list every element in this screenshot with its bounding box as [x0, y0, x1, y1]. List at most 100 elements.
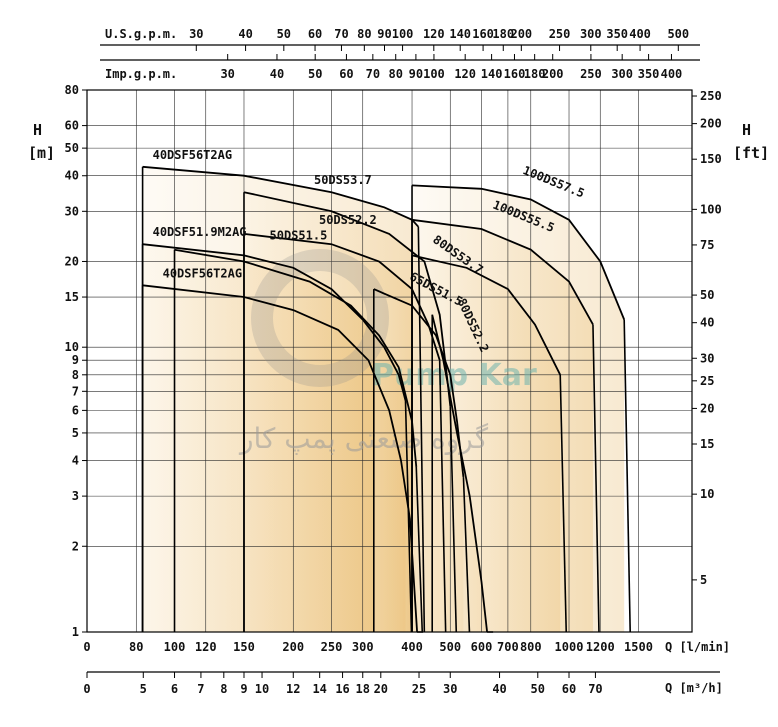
curve-end-edge: [438, 360, 447, 633]
h-left-unit: [m]: [28, 144, 55, 162]
curve-line: [431, 314, 488, 633]
x-impgpm-tick: 400: [661, 67, 683, 81]
x-m3h-tick: 14: [312, 682, 326, 696]
x-impgpm-tick: 300: [611, 67, 633, 81]
x-m3h-tick: 60: [562, 682, 576, 696]
x-m3h-tick: 8: [220, 682, 227, 696]
q-lmin-label: Q [l/min]: [665, 640, 730, 654]
x-lmin-tick: 1500: [624, 640, 653, 654]
x-impgpm-tick: 90: [409, 67, 423, 81]
y-left-tick: 20: [65, 254, 79, 268]
x-m3h-tick: 18: [356, 682, 370, 696]
curve-line: [142, 284, 418, 633]
x-impgpm-tick: 80: [388, 67, 402, 81]
curve-label: 40DSF51.9M2AG: [153, 225, 247, 239]
x-impgpm-tick: 70: [366, 67, 380, 81]
y-right-tick: 40: [700, 316, 714, 330]
curve-label: 50DS53.7: [314, 173, 372, 187]
x-usgpm-tick: 160: [472, 27, 494, 41]
curve-end-edge: [449, 406, 458, 633]
curve-end-edge: [417, 226, 426, 633]
x-lmin-tick: 700: [497, 640, 519, 654]
curve-end-edge: [592, 324, 600, 633]
y-left-tick: 2: [72, 539, 79, 553]
x-m3h-tick: 0: [83, 682, 90, 696]
x-lmin-tick: 0: [83, 640, 90, 654]
curve-line: [411, 254, 562, 376]
x-usgpm-tick: 50: [277, 27, 291, 41]
tick-labels: 1234567891015203040506080510152025304050…: [65, 27, 722, 696]
h-left-label: H: [33, 121, 42, 139]
curve-line: [373, 288, 465, 478]
x-lmin-tick: 250: [321, 640, 343, 654]
h-right-label: H: [742, 121, 751, 139]
x-lmin-tick: 200: [282, 640, 304, 654]
curve-end-edge: [559, 374, 568, 633]
x-lmin-tick: 800: [520, 640, 542, 654]
x-impgpm-tick: 180: [524, 67, 546, 81]
impgpm-label: Imp.g.p.m.: [105, 67, 177, 81]
x-m3h-tick: 40: [492, 682, 506, 696]
y-right-tick: 20: [700, 401, 714, 415]
curve-band: [142, 285, 418, 632]
x-lmin-tick: 80: [129, 640, 143, 654]
x-impgpm-tick: 60: [339, 67, 353, 81]
curve-label: 40DSF56T2AG: [153, 148, 232, 162]
x-m3h-tick: 20: [374, 682, 388, 696]
x-m3h-tick: 10: [255, 682, 269, 696]
y-right-tick: 75: [700, 238, 714, 252]
y-left-tick: 1: [72, 625, 79, 639]
x-usgpm-tick: 70: [334, 27, 348, 41]
x-lmin-tick: 600: [471, 640, 493, 654]
x-usgpm-tick: 350: [606, 27, 628, 41]
x-m3h-tick: 70: [588, 682, 602, 696]
x-m3h-tick: 12: [286, 682, 300, 696]
x-lmin-tick: 1200: [586, 640, 615, 654]
x-m3h-tick: 25: [412, 682, 426, 696]
x-m3h-tick: 16: [335, 682, 349, 696]
x-impgpm-tick: 30: [220, 67, 234, 81]
curve-line: [142, 165, 419, 228]
curve-label: 40DSF56T2AG: [163, 266, 242, 280]
x-impgpm-tick: 50: [308, 67, 322, 81]
y-right-tick: 25: [700, 374, 714, 388]
x-usgpm-tick: 30: [189, 27, 203, 41]
x-usgpm-tick: 300: [580, 27, 602, 41]
h-right-unit: [ft]: [733, 144, 769, 162]
y-right-tick: 10: [700, 487, 714, 501]
y-right-tick: 100: [700, 202, 722, 216]
curve-end-edge: [404, 400, 413, 633]
x-lmin-tick: 500: [439, 640, 461, 654]
y-right-tick: 5: [700, 573, 707, 587]
x-lmin-tick: 150: [233, 640, 255, 654]
curve-end-edge: [415, 466, 424, 633]
x-usgpm-tick: 120: [423, 27, 445, 41]
curve-line: [243, 233, 441, 361]
y-left-tick: 40: [65, 169, 79, 183]
y-right-tick: 15: [700, 437, 714, 451]
x-impgpm-tick: 40: [270, 67, 284, 81]
x-lmin-tick: 300: [352, 640, 374, 654]
x-impgpm-tick: 140: [481, 67, 503, 81]
x-usgpm-tick: 180: [492, 27, 514, 41]
x-m3h-tick: 30: [443, 682, 457, 696]
x-impgpm-tick: 160: [504, 67, 526, 81]
x-usgpm-tick: 40: [238, 27, 252, 41]
y-left-tick: 10: [65, 340, 79, 354]
y-left-tick: 9: [72, 353, 79, 367]
x-m3h-tick: 7: [197, 682, 204, 696]
x-m3h-tick: 5: [140, 682, 147, 696]
x-m3h-tick: 50: [531, 682, 545, 696]
y-left-tick: 6: [72, 403, 79, 417]
watermark-persian: گروه صنعتی پمپ کار: [238, 422, 489, 455]
y-left-tick: 4: [72, 454, 79, 468]
y-left-tick: 5: [72, 426, 79, 440]
x-lmin-tick: 1000: [555, 640, 584, 654]
y-right-tick: 250: [700, 89, 722, 103]
x-usgpm-tick: 90: [377, 27, 391, 41]
curve-line: [411, 218, 594, 326]
x-impgpm-tick: 350: [638, 67, 660, 81]
watermark-gear-icon: [251, 249, 389, 387]
curve-label: 50DS52.2: [319, 213, 377, 227]
